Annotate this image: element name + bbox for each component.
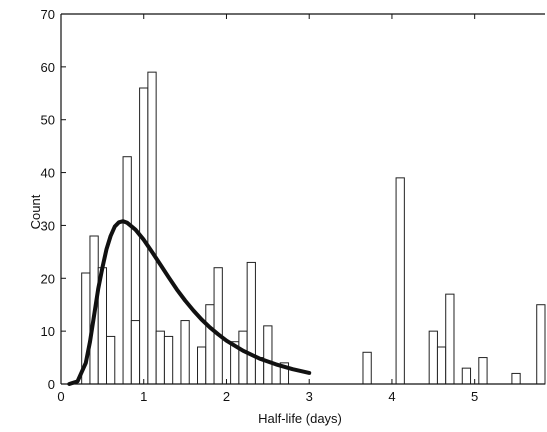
x-tick-label: 4 — [388, 389, 395, 404]
histogram-bar — [130, 320, 141, 385]
x-axis-title: Half-life (days) — [258, 411, 342, 426]
y-tick-label: 20 — [41, 271, 55, 286]
histogram-bar — [147, 71, 157, 385]
y-axis-title: Count — [28, 194, 43, 229]
histogram-bar — [461, 367, 472, 385]
histogram-bar — [436, 346, 447, 385]
fit-curve — [67, 219, 312, 386]
x-tick-label: 1 — [140, 389, 147, 404]
histogram-bar — [445, 293, 455, 385]
histogram-bar — [395, 177, 405, 385]
y-tick-label: 10 — [41, 324, 55, 339]
histogram-bar — [263, 325, 273, 385]
x-tick-label: 5 — [471, 389, 478, 404]
histogram-bar — [246, 261, 256, 385]
y-tick-label: 0 — [48, 377, 55, 392]
x-tick-label: 3 — [306, 389, 313, 404]
y-tick-label: 40 — [41, 166, 55, 181]
bars-layer — [81, 71, 546, 385]
histogram-bar — [122, 156, 132, 385]
histogram-bar — [180, 320, 190, 385]
x-tick-label: 0 — [57, 389, 64, 404]
histogram-bar — [155, 330, 165, 385]
histogram-bar — [197, 346, 207, 385]
histogram-bar — [106, 335, 116, 385]
y-tick-label: 70 — [41, 7, 55, 22]
x-tick-label: 2 — [223, 389, 230, 404]
histogram-bar — [536, 304, 546, 385]
histogram-bar — [205, 304, 215, 385]
histogram-bar — [163, 335, 174, 385]
histogram-bar — [478, 357, 488, 385]
histogram-bar — [213, 267, 223, 385]
histogram-bar — [362, 351, 372, 385]
histogram-bar — [428, 330, 438, 385]
y-tick-label: 30 — [41, 218, 55, 233]
y-tick-label: 50 — [41, 113, 55, 128]
histogram-bar — [511, 372, 521, 385]
y-tick-label: 60 — [41, 60, 55, 75]
histogram-bar — [238, 330, 248, 385]
